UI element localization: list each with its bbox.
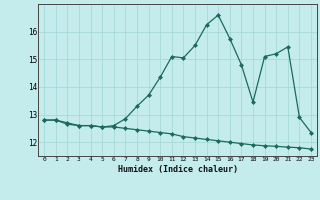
X-axis label: Humidex (Indice chaleur): Humidex (Indice chaleur) (118, 165, 238, 174)
